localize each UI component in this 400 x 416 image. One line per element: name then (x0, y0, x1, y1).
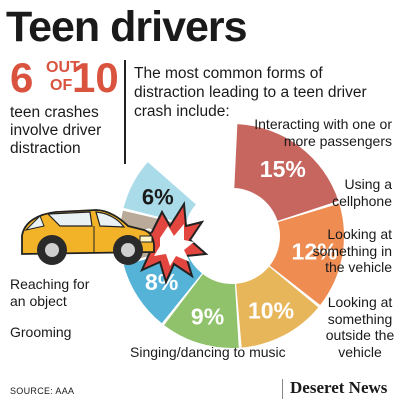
chart-intro: The most common forms of distraction lea… (134, 65, 367, 120)
slice-in-vehicle (236, 266, 319, 348)
label-in-vehicle: Looking at something in the vehicle (312, 226, 392, 275)
label-outside-vehicle: Looking at something outside the vehicle (325, 294, 395, 360)
stat-number-six: 6 (10, 54, 34, 101)
slice-reaching (123, 162, 196, 224)
stat-block: 6 OUT OF 10 (10, 56, 122, 102)
footer-divider (282, 379, 283, 399)
brand-logo: Deseret News (290, 378, 388, 397)
label-cellphone: Using a cellphone (332, 176, 392, 209)
label-singing: Singing/dancing to music (130, 344, 286, 360)
slice-cellphone (269, 203, 345, 306)
label-reaching: Reaching for an object (10, 276, 90, 309)
pct-cellphone: 12% (292, 239, 338, 265)
pct-reaching: 6% (142, 185, 174, 210)
slice-passengers (234, 124, 339, 221)
pct-passengers: 15% (260, 156, 306, 182)
pct-singing: 8% (145, 269, 178, 295)
divider-line (124, 60, 126, 164)
crash-burst-icon (132, 200, 209, 285)
label-grooming: Grooming (10, 324, 72, 340)
car-icon (21, 209, 155, 265)
label-passengers: Interacting with one or more passengers (254, 116, 392, 149)
stat-number-ten: 10 (72, 54, 119, 101)
pct-in-vehicle: 10% (248, 297, 294, 323)
stat-word-of: OF (50, 77, 73, 94)
stat-subtitle: teen crashes involve driver distraction (10, 104, 102, 157)
source-note: SOURCE: AAA (10, 386, 75, 396)
page-title: Teen drivers (6, 3, 248, 51)
stat-word-out: OUT (46, 59, 80, 76)
slice-outside-vehicle (164, 274, 239, 348)
pct-outside-vehicle: 9% (191, 303, 224, 329)
